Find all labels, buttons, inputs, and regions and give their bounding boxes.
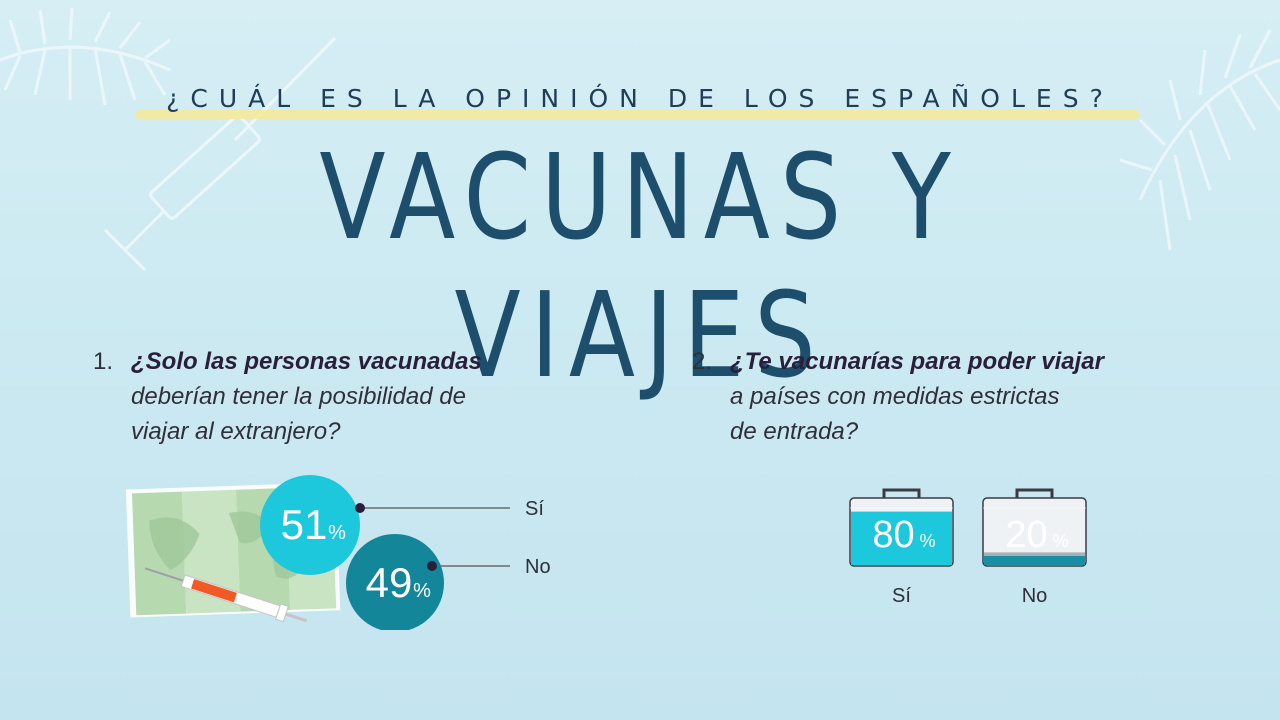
bubble-unit-1: % [413,580,431,602]
bubble-value-1: 49 [366,559,413,606]
suitcase-value-1: 20 [1005,514,1047,556]
bottom-fade [0,700,1280,720]
leader-dot-1 [427,561,437,571]
palm-leaf-left-decoration [0,7,171,106]
suitcase-unit-1: % [1052,531,1068,551]
bubble-No [346,534,444,630]
bubble-unit-0: % [328,522,346,544]
bubble-Sí [260,475,360,575]
bubble-category-0: Sí [525,498,544,520]
subtitle-highlight [135,110,1140,119]
question-2-number: 2. [692,348,713,375]
bubble-chart: 51 % Sí 49 % No [260,475,551,630]
question-1-bold: ¿Solo las personas vacunadas [131,348,482,375]
question-2: 2. ¿Te vacunarías para poder viajar a pa… [692,344,1210,449]
question-1-number: 1. [93,348,114,375]
suitcase-base-stripe [984,556,1085,565]
question-2-line2: a países con medidas estrictas [730,383,1060,410]
question-2-bold: ¿Te vacunarías para poder viajar [730,348,1104,375]
suitcase-unit-0: % [919,531,935,551]
suitcase-body-1 [982,497,1087,567]
suitcase-handle-1 [1015,488,1054,498]
question-1-line3: viajar al extranjero? [131,418,341,445]
suitcase-chart: 80 % Sí 20 % No [849,488,1087,607]
question-1-line2: deberían tener la posibilidad de [131,383,466,410]
question-1: 1. ¿Solo las personas vacunadas deberían… [93,344,601,449]
leader-dot-0 [355,503,365,513]
suitcase-handle-0 [882,488,921,498]
palm-leaf-right-decoration [1119,29,1280,251]
page-title: VACUNAS Y VIAJES [319,128,961,404]
page-subtitle: ¿CUÁL ES LA OPINIÓN DE LOS ESPAÑOLES? [166,84,1114,113]
suitcase-fill-Sí [851,511,952,565]
bubble-value-0: 51 [281,501,328,548]
bubble-category-1: No [525,556,551,578]
suitcase-category-0: Sí [892,585,911,607]
suitcase-value-0: 80 [872,514,914,556]
question-2-line3: de entrada? [730,418,859,445]
suitcase-category-1: No [1022,585,1048,607]
syringe-decoration [103,36,337,272]
